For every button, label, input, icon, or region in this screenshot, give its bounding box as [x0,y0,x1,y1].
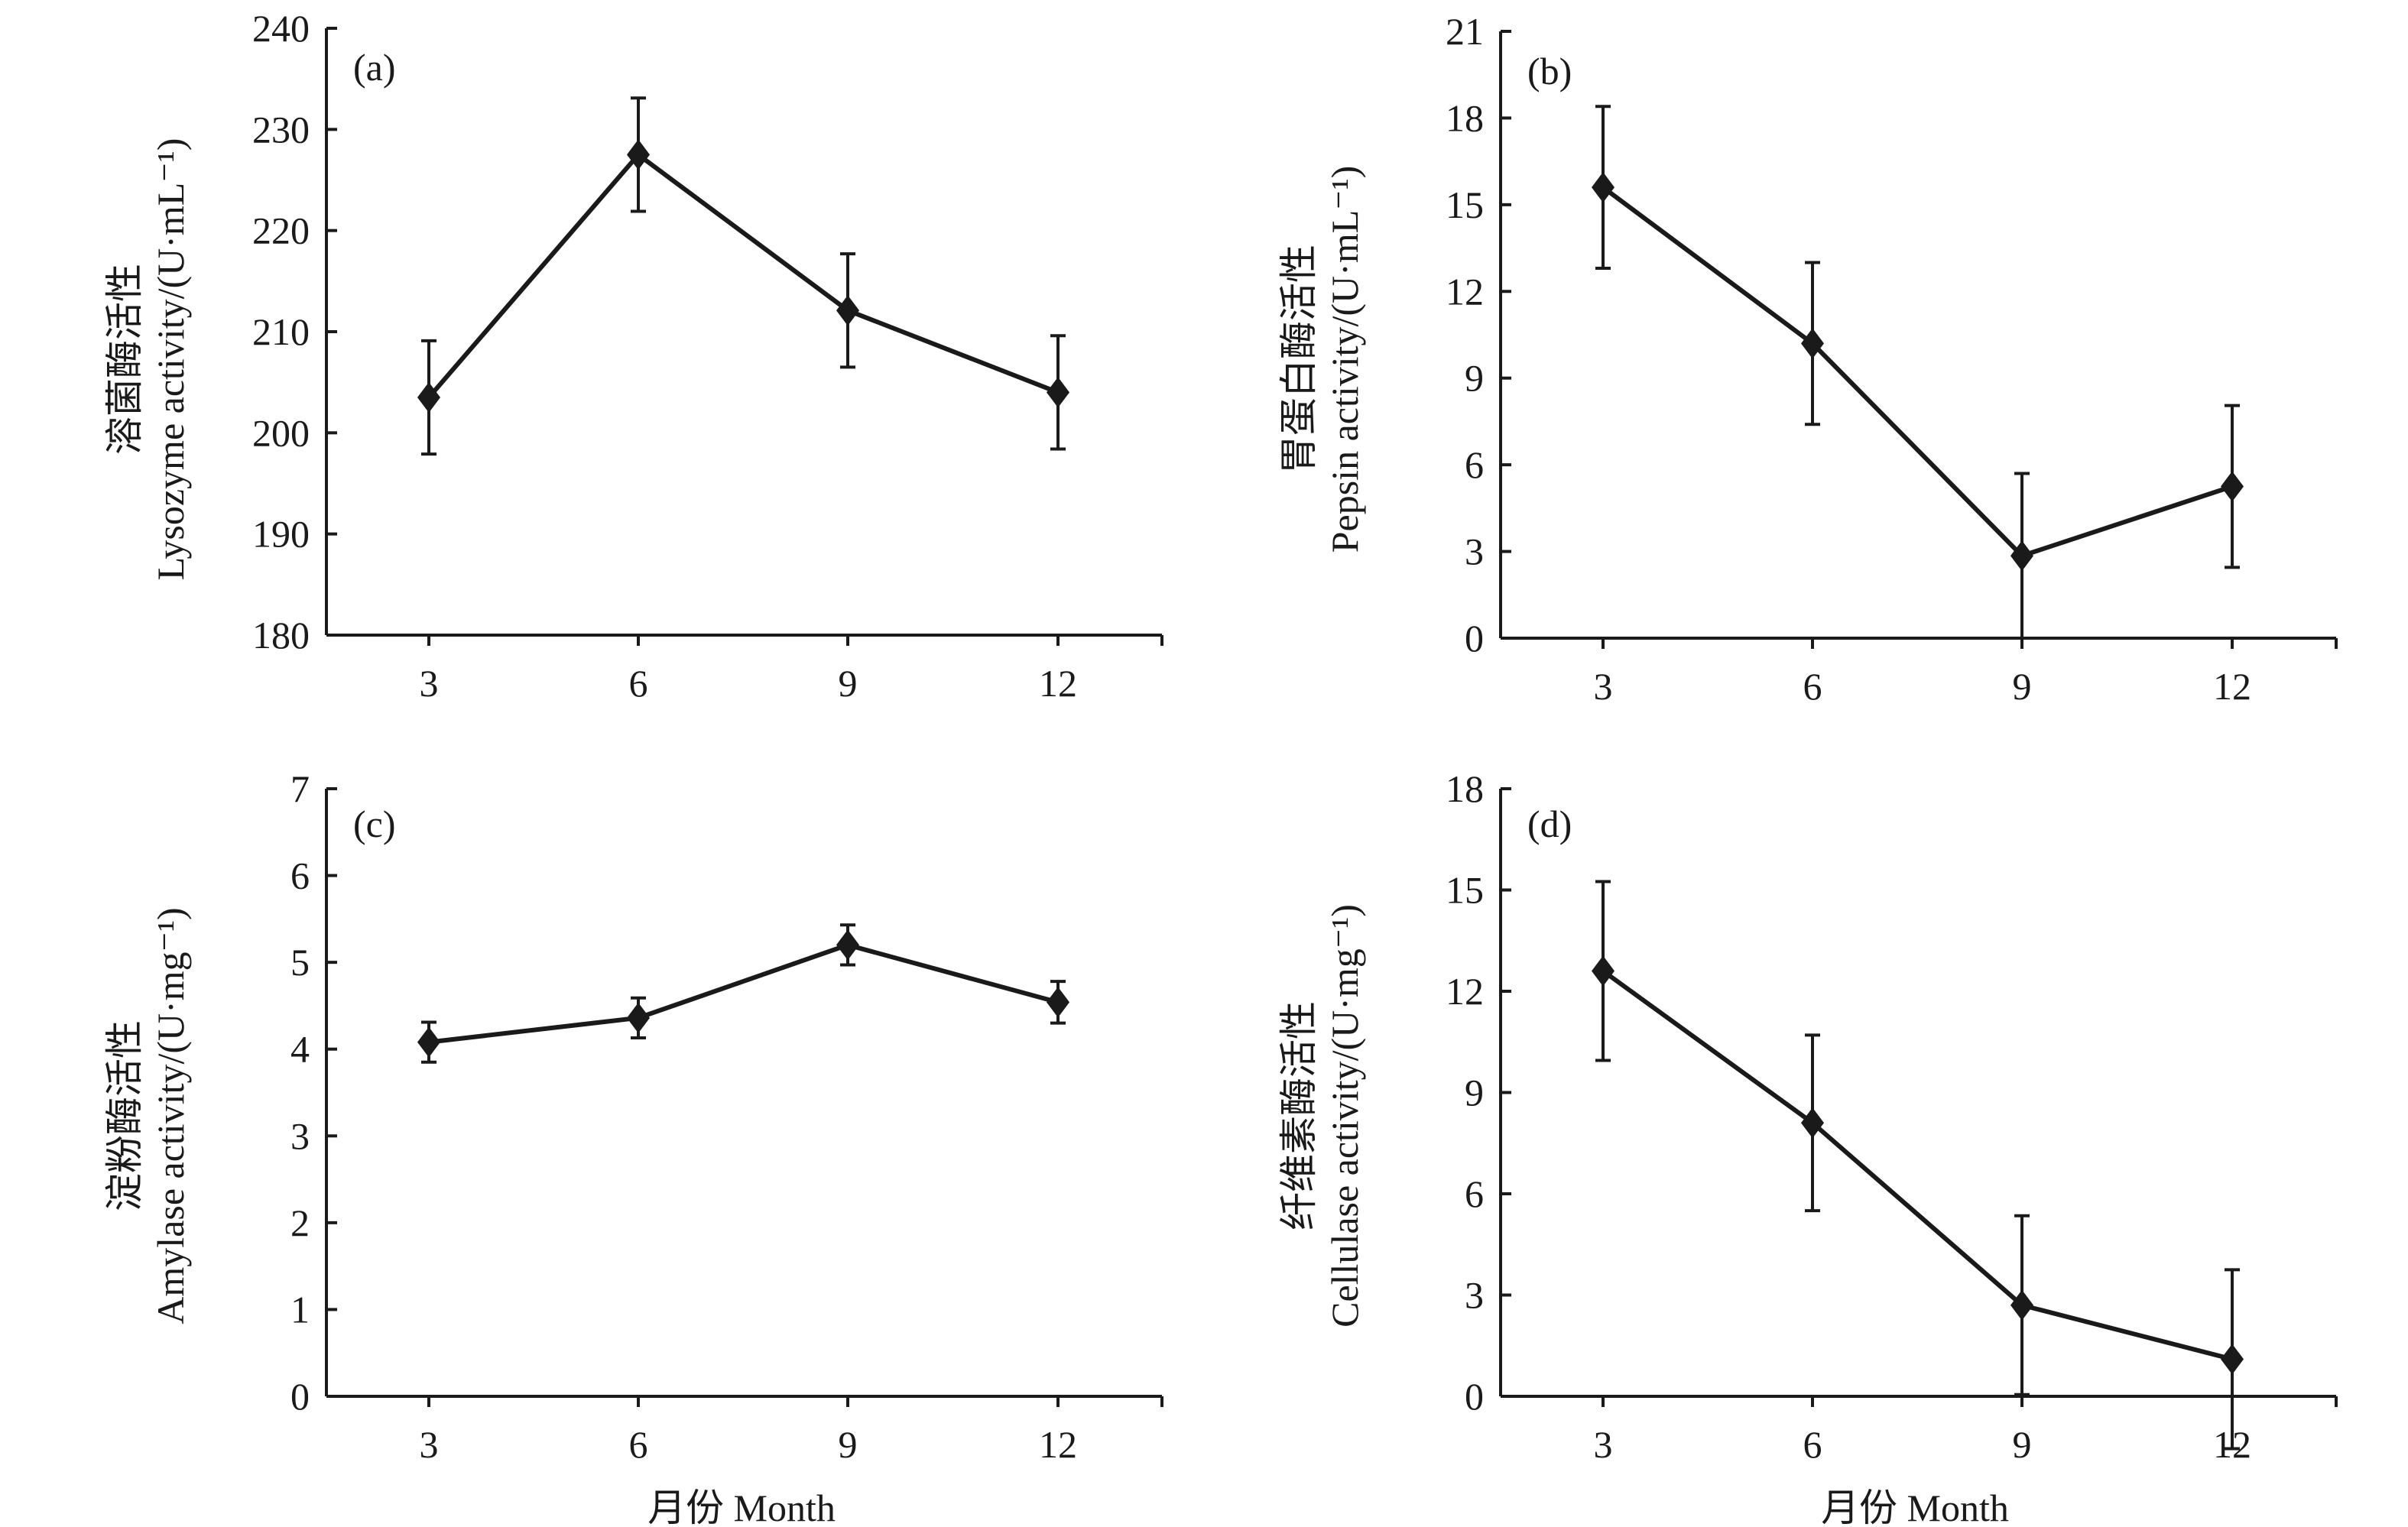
y-tick-label: 9 [1465,357,1484,400]
y-tick-label: 5 [290,941,310,984]
panel-c: 淀粉酶活性 Amylase activity/(U·mg⁻¹) (c) 月份 M… [103,767,1163,1527]
x-tick-label: 6 [1803,665,1822,708]
x-tick-label: 3 [1594,1423,1613,1466]
y-axis-title-cn: 淀粉酶活性 [103,1020,146,1211]
y-axis-title-en: Cellulase activity/(U·mg⁻¹) [1323,904,1366,1328]
y-axis-title-cn: 纤维素酶活性 [1277,1001,1320,1230]
y-tick-label: 18 [1446,96,1484,139]
diamond-marker [1592,955,1615,987]
diamond-marker [1047,987,1069,1018]
y-tick-label: 9 [1465,1071,1484,1114]
x-tick-label: 9 [839,662,858,705]
x-tick-label: 9 [2013,1423,2032,1466]
diamond-marker [627,1002,650,1033]
panel-b: 胃蛋白酶活性 Pepsin activity/(U·mL⁻¹) (b) 0 3 6 9… [1277,10,2338,708]
y-tick-label: 180 [252,614,310,657]
y-tick-label: 1 [290,1288,310,1331]
x-tick-label: 6 [629,662,648,705]
diamond-marker [836,929,859,961]
y-tick-label: 190 [252,513,310,556]
y-axis-title-en: Amylase activity/(U·mg⁻¹) [149,907,192,1324]
panel-d: 纤维素酶活性 Cellulase activity/(U·mg⁻¹) (d) 月… [1277,767,2338,1527]
diamond-marker [2010,540,2033,572]
y-axis-title-c: 淀粉酶活性 Amylase activity/(U·mg⁻¹) [103,907,192,1324]
y-tick-label: 7 [290,767,310,810]
y-axis-title-d: 纤维素酶活性 Cellulase activity/(U·mg⁻¹) [1277,904,1366,1328]
diamond-marker [836,295,859,326]
diamond-marker [2221,1344,2244,1375]
diamond-marker [2221,471,2244,502]
y-tick-label: 15 [1446,183,1484,226]
y-axis-title-en: Lysozyme activity/(U·mL⁻¹) [149,138,192,581]
y-tick-label: 6 [290,854,310,897]
y-tick-label: 210 [252,310,310,353]
y-tick-label: 220 [252,209,310,252]
y-tick-label: 3 [1465,530,1484,573]
y-tick-label: 0 [1465,1375,1484,1418]
x-axis-title: 月份 Month [1821,1486,2009,1527]
y-tick-label: 0 [290,1375,310,1418]
diamond-marker [417,382,440,413]
x-tick-label: 3 [1594,665,1613,708]
y-axis-title-a: 溶菌酶活性 Lysozyme activity/(U·mL⁻¹) [103,138,192,581]
x-tick-label: 3 [420,662,439,705]
y-axis-title-b: 胃蛋白酶活性 Pepsin activity/(U·mL⁻¹) [1277,166,1366,553]
diamond-marker [417,1026,440,1058]
diamond-marker [1592,172,1615,203]
x-tick-label: 6 [1803,1423,1822,1466]
series-line [427,151,1060,399]
y-tick-label: 0 [1465,617,1484,660]
x-tick-label: 6 [629,1423,648,1466]
y-tick-label: 3 [1465,1274,1484,1317]
y-tick-label: 21 [1446,10,1484,53]
y-tick-label: 200 [252,411,310,454]
diamond-marker [1801,328,1824,359]
x-axis-title: 月份 Month [647,1486,836,1527]
y-axis-title-en: Pepsin activity/(U·mL⁻¹) [1323,166,1366,553]
series-line [1602,185,2233,559]
y-tick-label: 4 [290,1028,310,1071]
panel-label: (a) [353,46,396,89]
y-tick-label: 15 [1446,869,1484,912]
panel-label: (d) [1527,802,1572,845]
x-tick-label: 3 [420,1423,439,1466]
x-tick-label: 12 [1039,662,1077,705]
x-tick-label: 12 [1039,1423,1077,1466]
y-tick-label: 18 [1446,767,1484,810]
y-tick-label: 3 [290,1114,310,1157]
y-tick-label: 240 [252,7,310,50]
diamond-marker [627,139,650,170]
panel-label: (c) [353,802,396,845]
y-tick-label: 6 [1465,1172,1484,1215]
diamond-marker [1801,1107,1824,1139]
diamond-marker [1047,377,1069,408]
x-tick-label: 9 [839,1423,858,1466]
series-line [1602,969,2233,1362]
y-tick-label: 12 [1446,970,1484,1013]
series-line [428,942,1059,1045]
y-tick-label: 6 [1465,443,1484,486]
y-tick-label: 2 [290,1201,310,1244]
x-tick-label: 9 [2013,665,2032,708]
y-tick-label: 230 [252,108,310,151]
y-tick-label: 12 [1446,270,1484,313]
y-axis-title-cn: 溶菌酶活性 [103,264,146,455]
x-tick-label: 12 [2213,665,2251,708]
y-axis-title-cn: 胃蛋白酶活性 [1277,245,1320,474]
panel-label: (b) [1527,50,1572,92]
panel-a: 溶菌酶活性 Lysozyme activity/(U·mL⁻¹) (a) 180… [103,7,1163,705]
diamond-marker [2010,1289,2033,1321]
